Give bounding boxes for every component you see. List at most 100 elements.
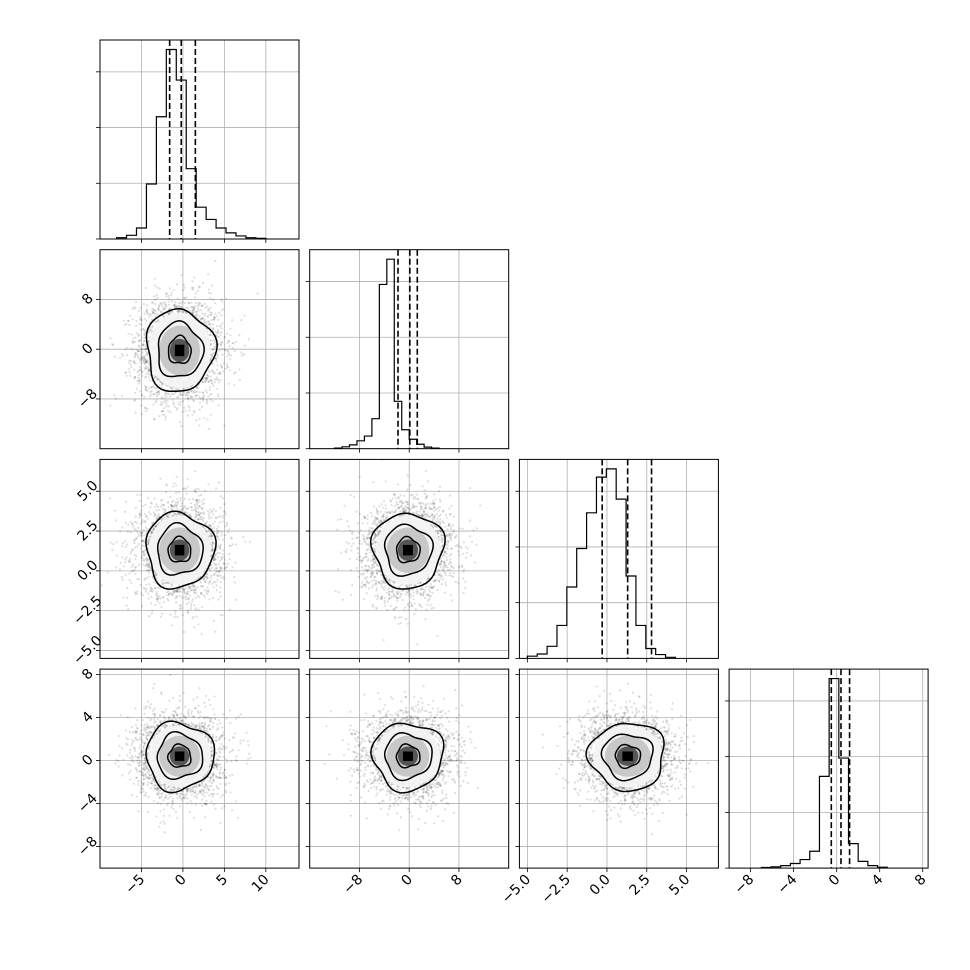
scatter-point <box>213 346 217 349</box>
scatter-point <box>169 613 172 616</box>
scatter-point <box>133 377 136 380</box>
scatter-point <box>144 356 147 359</box>
scatter-point <box>175 595 178 598</box>
scatter-point <box>197 286 201 289</box>
scatter-point <box>183 301 186 305</box>
scatter-point <box>201 585 204 588</box>
scatter-point <box>135 348 138 351</box>
scatter-point <box>179 403 182 407</box>
scatter-point <box>155 523 158 526</box>
scatter-point <box>143 385 147 388</box>
scatter-point <box>155 395 158 398</box>
scatter-point <box>182 588 185 591</box>
scatter-point <box>218 325 221 328</box>
scatter-point <box>195 514 198 517</box>
scatter-point <box>228 340 231 343</box>
scatter-point <box>136 355 140 359</box>
scatter-point <box>205 378 208 381</box>
scatter-point <box>219 543 222 546</box>
scatter-point <box>163 394 167 397</box>
scatter-point <box>143 358 146 361</box>
scatter-point <box>201 304 204 307</box>
scatter-point <box>194 390 198 393</box>
scatter-point <box>162 301 165 305</box>
scatter-point <box>148 615 151 618</box>
scatter-point <box>205 520 209 524</box>
scatter-point <box>182 630 186 634</box>
scatter-point <box>170 300 174 303</box>
scatter-point <box>192 311 195 314</box>
scatter-point <box>226 562 229 565</box>
scatter-point <box>138 369 142 372</box>
scatter-point <box>182 310 185 314</box>
scatter-point <box>195 498 199 501</box>
scatter-point <box>151 307 154 311</box>
scatter-point <box>113 509 116 512</box>
scatter-point <box>176 590 179 593</box>
scatter-point <box>128 579 131 582</box>
scatter-point <box>189 502 192 505</box>
scatter-point <box>143 313 146 316</box>
scatter-point <box>187 301 190 305</box>
scatter-point <box>192 585 195 588</box>
scatter-point <box>195 503 199 506</box>
scatter-point <box>141 358 144 361</box>
scatter-point <box>192 588 195 591</box>
scatter-point <box>145 563 148 566</box>
scatter-point <box>160 410 163 413</box>
scatter-point <box>140 535 143 538</box>
scatter-point <box>216 368 219 371</box>
scatter-point <box>185 391 188 394</box>
scatter-point <box>189 394 192 398</box>
scatter-point <box>156 296 159 299</box>
scatter-point <box>214 516 217 519</box>
scatter-point <box>147 564 150 567</box>
scatter-point <box>193 391 196 394</box>
scatter-point <box>191 413 194 416</box>
scatter-point <box>144 409 147 413</box>
scatter-point <box>124 558 127 561</box>
scatter-point <box>153 284 156 287</box>
scatter-point <box>212 371 215 374</box>
scatter-point <box>162 503 166 507</box>
scatter-point <box>134 591 137 594</box>
scatter-point <box>165 305 168 308</box>
scatter-point <box>145 389 148 392</box>
scatter-point <box>137 379 141 382</box>
scatter-point <box>191 280 194 283</box>
scatter-point <box>142 586 145 589</box>
scatter-point <box>228 552 231 556</box>
scatter-point <box>163 508 166 512</box>
scatter-point <box>158 595 161 598</box>
scatter-point <box>238 368 241 371</box>
scatter-panel-3-1: 5.02.50.0−2.5−5.0 <box>70 458 300 668</box>
scatter-point <box>223 335 226 338</box>
panel-frame <box>518 458 719 659</box>
scatter-point <box>156 394 159 397</box>
scatter-point <box>148 336 151 339</box>
scatter-point <box>144 347 148 350</box>
scatter-point <box>201 316 204 320</box>
scatter-point <box>170 508 173 511</box>
scatter-point <box>213 558 216 562</box>
scatter-point <box>161 498 164 501</box>
scatter-point <box>199 302 202 305</box>
scatter-point <box>162 306 165 309</box>
scatter-point <box>202 511 206 514</box>
scatter-point <box>163 308 166 311</box>
scatter-point <box>199 592 203 595</box>
scatter-point <box>152 417 156 420</box>
scatter-point <box>207 483 210 486</box>
scatter-point <box>147 564 151 567</box>
scatter-point <box>204 575 207 578</box>
scatter-point <box>210 392 213 395</box>
scatter-point <box>217 404 220 407</box>
scatter-point <box>187 404 190 408</box>
scatter-point <box>219 372 222 375</box>
scatter-point <box>134 336 137 339</box>
scatter-point <box>228 608 232 611</box>
scatter-point <box>210 353 214 356</box>
scatter-point <box>144 376 147 379</box>
scatter-point <box>198 498 201 502</box>
scatter-point <box>188 406 191 409</box>
